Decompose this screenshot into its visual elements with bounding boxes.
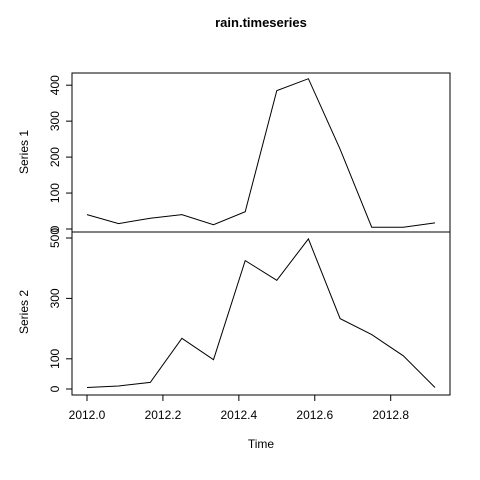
panel-1-ytick-label-4: 400 bbox=[48, 75, 62, 95]
panel-1-ytick-label-0: 0 bbox=[48, 225, 62, 232]
panel-2-ytick-label-0: 0 bbox=[48, 385, 62, 392]
x-axis: 2012.0 2012.2 2012.4 2012.6 2012.8 bbox=[69, 394, 409, 422]
panel-1-ylabel: Series 1 bbox=[17, 130, 31, 174]
panel-2: 0 100 300 500 bbox=[48, 228, 451, 396]
panel-1-series-line bbox=[86, 78, 436, 228]
panel-2-series-line bbox=[86, 237, 436, 388]
panel-1-ytick-label-3: 300 bbox=[48, 111, 62, 131]
x-tick-label-2: 2012.4 bbox=[220, 408, 257, 422]
x-axis-label: Time bbox=[248, 437, 275, 451]
panel-2-ytick-label-2: 300 bbox=[48, 288, 62, 308]
panel-2-frame bbox=[71, 231, 451, 396]
panel-2-ylabel: Series 2 bbox=[17, 290, 31, 334]
x-tick-label-1: 2012.2 bbox=[145, 408, 182, 422]
panel-1-ytick-label-1: 100 bbox=[48, 183, 62, 203]
chart-title: rain.timeseries bbox=[215, 15, 307, 30]
panel-1-ytick-label-2: 200 bbox=[48, 147, 62, 167]
panel-2-ytick-label-3: 500 bbox=[48, 228, 62, 248]
x-tick-label-4: 2012.8 bbox=[372, 408, 409, 422]
x-tick-label-0: 2012.0 bbox=[69, 408, 106, 422]
x-tick-label-3: 2012.6 bbox=[296, 408, 333, 422]
panel-1: 0 100 200 300 400 bbox=[48, 72, 451, 233]
panel-2-ytick-label-1: 100 bbox=[48, 348, 62, 368]
